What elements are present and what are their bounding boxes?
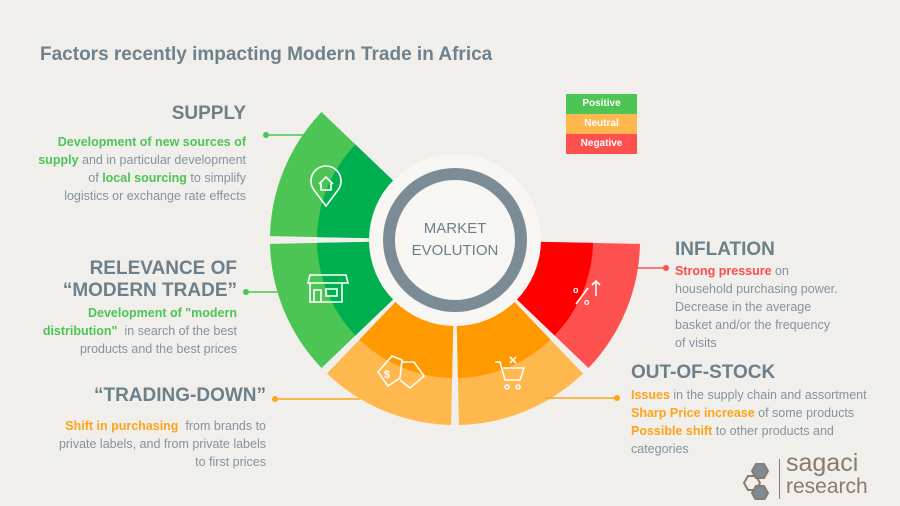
highlight: supply — [38, 153, 79, 167]
highlight: distribution" — [42, 324, 118, 338]
text: Decrease in the average — [675, 300, 812, 314]
out-of-stock-description: Issues in the supply chain and assortmen… — [631, 386, 891, 458]
legend-negative: Negative — [566, 134, 637, 154]
percent-up-icon: o o — [573, 279, 601, 307]
svg-text:$: $ — [384, 369, 390, 381]
text: to other products and — [712, 424, 834, 438]
highlight: Development of new sources of — [57, 135, 246, 149]
text: to first prices — [195, 455, 266, 469]
page-title: Factors recently impacting Modern Trade … — [40, 44, 493, 65]
logo-line1: sagaci — [786, 449, 859, 477]
out-of-stock-title: OUT-OF-STOCK — [631, 362, 776, 383]
highlight: Possible shift — [631, 424, 713, 438]
center-label-line1: MARKET — [423, 220, 487, 237]
text: and in particular development — [78, 153, 246, 167]
text: on — [771, 264, 789, 278]
logo-text: sagaci research — [786, 451, 868, 499]
text: of visits — [675, 336, 717, 350]
logo-line2: research — [786, 475, 868, 498]
text: in the supply chain and assortment — [669, 388, 867, 402]
connectors — [243, 132, 669, 402]
trading-down-description: Shift in purchasing from brands to priva… — [6, 417, 266, 471]
relevance-description: Development of "modern distribution" in … — [0, 304, 237, 358]
legend-positive: Positive — [566, 94, 637, 114]
center-label-line2: EVOLUTION — [411, 242, 499, 259]
text: logistics or exchange rate effects — [64, 189, 246, 203]
supply-title: SUPPLY — [171, 103, 246, 124]
supply-description: Development of new sources of supply and… — [0, 133, 246, 205]
location-home-icon — [310, 165, 342, 208]
hexagon-logo-icon — [742, 463, 770, 500]
highlight: Shift in purchasing — [65, 419, 179, 433]
svg-text:o: o — [584, 297, 590, 307]
highlight: local sourcing — [102, 171, 187, 185]
price-tags-icon: $ — [376, 355, 426, 390]
svg-text:o: o — [573, 285, 579, 295]
storefront-icon — [306, 274, 350, 303]
legend: Positive Neutral Negative — [566, 94, 637, 154]
factor-out-of-stock: OUT-OF-STOCK Issues in the supply chain … — [631, 362, 891, 458]
highlight: Development of "modern — [88, 306, 237, 320]
center-ring — [383, 168, 527, 312]
inflation-title: INFLATION — [675, 239, 775, 260]
relevance-title-2: “MODERN TRADE” — [62, 280, 237, 301]
text: of some products — [754, 406, 855, 420]
inflation-description: Strong pressure on household purchasing … — [675, 262, 875, 352]
factor-relevance: RELEVANCE OF “MODERN TRADE” Development … — [0, 258, 237, 358]
factor-supply: SUPPLY Development of new sources of sup… — [0, 103, 246, 205]
text: in search of the best — [117, 324, 237, 338]
text: to simplify — [186, 171, 246, 185]
highlight: Strong pressure — [675, 264, 772, 278]
trading-down-title: “TRADING-DOWN” — [93, 385, 266, 406]
text: basket and/or the frequency — [675, 318, 830, 332]
text: categories — [631, 442, 689, 456]
factor-trading-down: “TRADING-DOWN” Shift in purchasing from … — [6, 385, 266, 471]
text: products and the best prices — [79, 342, 237, 356]
center-label: MARKET EVOLUTION — [395, 218, 515, 262]
legend-neutral: Neutral — [566, 114, 637, 134]
cart-remove-icon — [495, 356, 526, 390]
highlight: Sharp Price increase — [631, 406, 755, 420]
text: household purchasing power. — [675, 282, 838, 296]
text: of — [88, 171, 103, 185]
relevance-title-1: RELEVANCE OF — [89, 258, 237, 279]
highlight: Issues — [631, 388, 670, 402]
text: private labels, and from private labels — [58, 437, 266, 451]
text: from brands to — [178, 419, 266, 433]
factor-inflation: INFLATION Strong pressure on household p… — [675, 239, 875, 352]
